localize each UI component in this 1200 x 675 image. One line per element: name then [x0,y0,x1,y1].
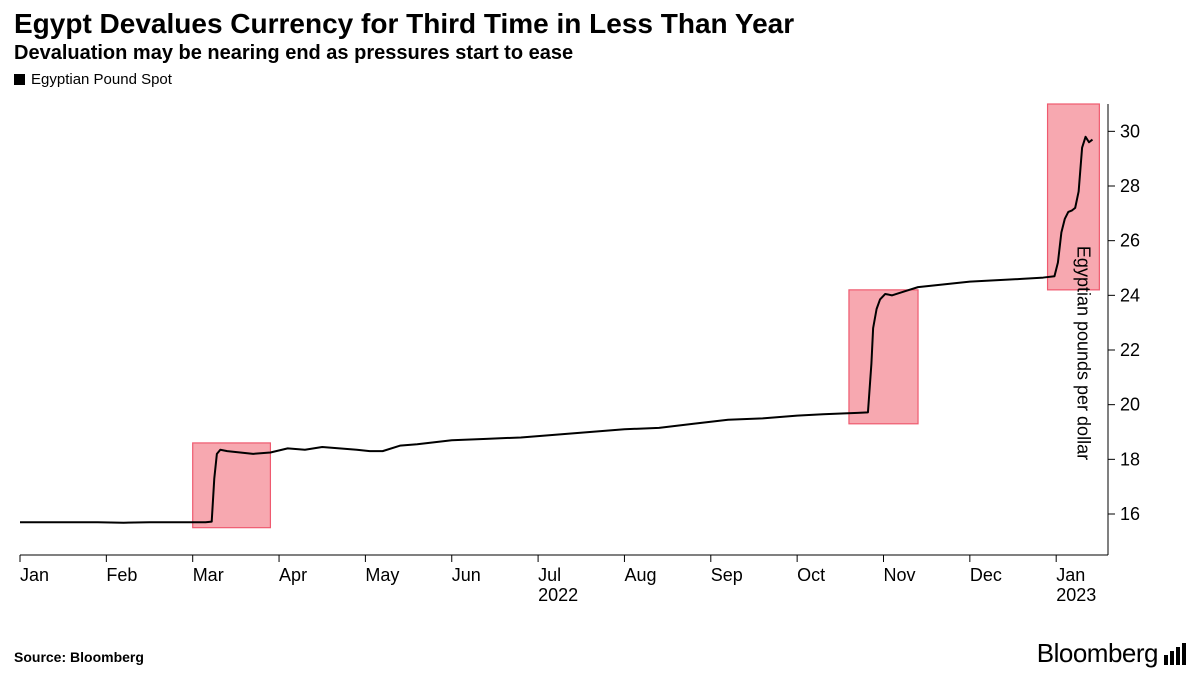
svg-text:20: 20 [1120,395,1140,415]
svg-text:Mar: Mar [193,565,224,585]
svg-text:May: May [365,565,399,585]
svg-text:Jan: Jan [20,565,49,585]
svg-text:Apr: Apr [279,565,307,585]
svg-text:26: 26 [1120,231,1140,251]
brand-chart-icon [1164,643,1186,665]
chart-subtitle: Devaluation may be nearing end as pressu… [0,40,1200,69]
svg-text:28: 28 [1120,176,1140,196]
brand-text: Bloomberg [1037,638,1158,669]
source-text: Source: Bloomberg [14,649,144,665]
legend-label: Egyptian Pound Spot [31,71,172,88]
chart-title: Egypt Devalues Currency for Third Time i… [0,0,1200,40]
svg-text:Sep: Sep [711,565,743,585]
chart-area: 1618202224262830JanFebMarAprMayJunJulAug… [14,100,1186,605]
svg-text:Jan: Jan [1056,565,1085,585]
svg-text:Aug: Aug [624,565,656,585]
svg-text:Dec: Dec [970,565,1002,585]
legend: Egyptian Pound Spot [0,69,1200,92]
svg-text:16: 16 [1120,504,1140,524]
svg-text:Jul: Jul [538,565,561,585]
svg-text:18: 18 [1120,449,1140,469]
svg-text:Nov: Nov [883,565,915,585]
svg-text:Oct: Oct [797,565,825,585]
svg-text:24: 24 [1120,285,1140,305]
svg-text:30: 30 [1120,121,1140,141]
svg-text:2023: 2023 [1056,585,1096,605]
svg-text:22: 22 [1120,340,1140,360]
svg-text:Jun: Jun [452,565,481,585]
legend-swatch [14,74,25,85]
brand-logo: Bloomberg [1037,638,1186,669]
y-axis-label: Egyptian pounds per dollar [1072,245,1093,459]
line-chart: 1618202224262830JanFebMarAprMayJunJulAug… [14,100,1186,605]
svg-text:2022: 2022 [538,585,578,605]
svg-text:Feb: Feb [106,565,137,585]
